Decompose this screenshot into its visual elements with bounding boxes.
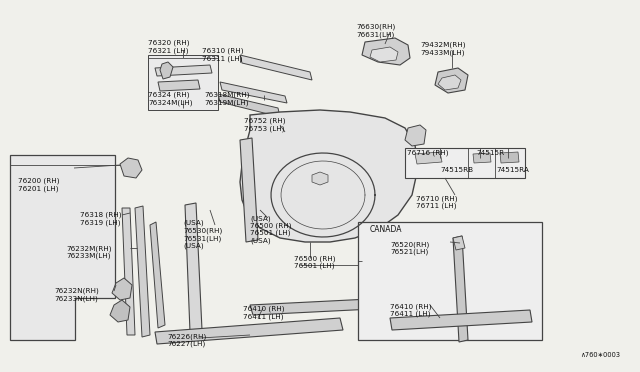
Text: 76318M(RH)
76319M(LH): 76318M(RH) 76319M(LH) (204, 92, 250, 106)
Bar (148, 55, 218, 110)
Polygon shape (160, 62, 173, 79)
Polygon shape (218, 94, 280, 117)
Text: 74515RA: 74515RA (496, 167, 529, 173)
Polygon shape (435, 68, 468, 93)
Polygon shape (438, 75, 461, 90)
Bar (358, 222, 542, 340)
Bar (405, 148, 525, 178)
Polygon shape (155, 318, 343, 344)
Polygon shape (453, 236, 465, 250)
Polygon shape (10, 155, 115, 340)
Polygon shape (158, 80, 200, 91)
Polygon shape (135, 206, 150, 337)
Text: 76630(RH)
76631(LH): 76630(RH) 76631(LH) (356, 24, 396, 38)
Text: 74515RB: 74515RB (440, 167, 473, 173)
Polygon shape (240, 138, 258, 242)
Polygon shape (120, 158, 142, 178)
Polygon shape (415, 152, 442, 164)
Text: CANADA: CANADA (370, 225, 403, 234)
Text: 76200 (RH)
76201 (LH): 76200 (RH) 76201 (LH) (18, 178, 60, 192)
Polygon shape (405, 125, 426, 146)
Text: (USA)
76500 (RH)
76501 (LH)
(USA): (USA) 76500 (RH) 76501 (LH) (USA) (250, 215, 291, 244)
Polygon shape (155, 65, 212, 76)
Text: 74515R: 74515R (476, 150, 504, 156)
Text: 76520(RH)
76521(LH): 76520(RH) 76521(LH) (390, 241, 429, 255)
Text: 76320 (RH)
76321 (LH): 76320 (RH) 76321 (LH) (148, 40, 189, 54)
Polygon shape (453, 236, 468, 342)
Polygon shape (390, 310, 532, 330)
Polygon shape (250, 298, 393, 315)
Text: 79432M(RH)
79433M(LH): 79432M(RH) 79433M(LH) (420, 42, 465, 56)
Text: 76410 (RH)
76411 (LH): 76410 (RH) 76411 (LH) (390, 303, 431, 317)
Text: 76226(RH)
76227(LH): 76226(RH) 76227(LH) (167, 333, 206, 347)
Text: 76500 (RH)
76501 (LH): 76500 (RH) 76501 (LH) (294, 255, 335, 269)
Text: 76752 (RH)
76753 (LH): 76752 (RH) 76753 (LH) (244, 118, 285, 132)
Polygon shape (122, 208, 135, 335)
Text: 76324 (RH)
76324M(LH): 76324 (RH) 76324M(LH) (148, 92, 193, 106)
Polygon shape (220, 82, 287, 103)
Text: 76318 (RH)
76319 (LH): 76318 (RH) 76319 (LH) (80, 212, 122, 226)
Text: 76232M(RH)
76233M(LH): 76232M(RH) 76233M(LH) (66, 245, 111, 259)
Text: 76410 (RH)
76411 (LH): 76410 (RH) 76411 (LH) (243, 306, 285, 320)
Text: (USA)
76530(RH)
76531(LH)
(USA): (USA) 76530(RH) 76531(LH) (USA) (183, 220, 222, 249)
Polygon shape (370, 47, 398, 62)
Text: 76310 (RH)
76311 (LH): 76310 (RH) 76311 (LH) (202, 48, 243, 62)
Text: 76716 (RH): 76716 (RH) (407, 150, 449, 157)
Polygon shape (110, 300, 130, 322)
Polygon shape (500, 152, 519, 163)
Text: ∧760∗0003: ∧760∗0003 (580, 352, 620, 358)
Text: 76232N(RH)
76233N(LH): 76232N(RH) 76233N(LH) (54, 288, 99, 302)
Text: 76710 (RH)
76711 (LH): 76710 (RH) 76711 (LH) (416, 195, 458, 209)
Polygon shape (240, 55, 312, 80)
Polygon shape (473, 153, 491, 163)
Polygon shape (240, 110, 418, 242)
Polygon shape (150, 222, 165, 328)
Polygon shape (362, 38, 410, 65)
Polygon shape (312, 172, 328, 185)
Polygon shape (112, 278, 132, 300)
Polygon shape (185, 203, 202, 332)
